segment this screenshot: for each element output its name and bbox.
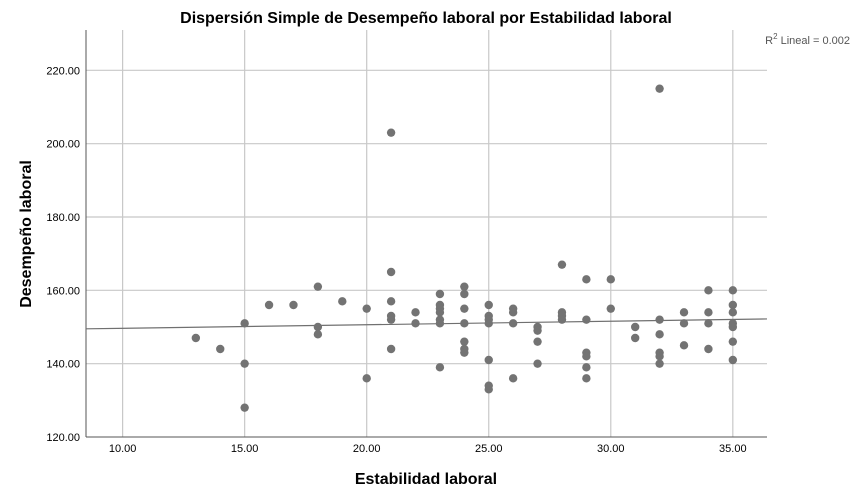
x-tick-label: 10.00 (109, 443, 137, 455)
y-tick-label: 180.00 (46, 212, 80, 224)
data-point (582, 374, 591, 383)
linear-fit-line (85, 318, 768, 330)
data-point (704, 344, 713, 354)
data-point (338, 297, 347, 306)
data-point (240, 403, 249, 412)
data-point (460, 282, 469, 291)
r2-value: Lineal = 0.002 (778, 35, 850, 47)
y-axis-title: Desempeño laboral (18, 160, 35, 308)
x-axis-title: Estabilidad laboral (355, 471, 497, 488)
data-point (411, 308, 420, 317)
data-point (655, 352, 664, 361)
x-tick-label: 15.00 (231, 443, 259, 455)
y-tick-label: 200.00 (46, 139, 80, 151)
data-point (728, 286, 738, 295)
data-point (655, 315, 664, 324)
data-point (728, 337, 738, 346)
data-point (386, 128, 396, 137)
data-point (582, 363, 591, 372)
r2-symbol: R (765, 35, 773, 47)
x-tick-label: 35.00 (719, 443, 747, 455)
data-point (289, 300, 298, 310)
data-point (240, 359, 249, 368)
data-point (704, 319, 713, 328)
r2-fit-label: R2 Lineal = 0.002 (765, 32, 850, 47)
data-point (728, 300, 738, 310)
data-point (508, 374, 518, 383)
data-point (557, 315, 567, 324)
data-point (582, 315, 591, 324)
data-point (582, 275, 591, 284)
data-point (460, 337, 469, 346)
data-point (582, 352, 591, 361)
data-point (484, 319, 493, 328)
data-point (606, 275, 615, 284)
data-point (313, 322, 323, 332)
data-point (435, 289, 445, 299)
data-point (460, 289, 469, 299)
data-point (679, 308, 689, 317)
data-point (386, 315, 396, 324)
data-point (606, 304, 615, 313)
x-tick-label: 25.00 (475, 443, 503, 455)
data-point (411, 319, 420, 328)
data-point (216, 344, 225, 354)
data-point (533, 359, 542, 368)
data-point (484, 300, 493, 310)
data-point (655, 330, 664, 339)
x-tick-labels: 10.00 15.00 20.00 25.00 30.00 35.00 (109, 443, 747, 455)
data-point (386, 297, 396, 306)
data-point (630, 333, 640, 343)
data-point (728, 355, 738, 365)
data-point (460, 304, 469, 313)
fit-line-group (85, 318, 768, 330)
data-point (704, 286, 713, 295)
data-point (655, 84, 664, 93)
y-tick-label: 160.00 (46, 285, 80, 297)
data-point (435, 319, 445, 328)
data-point (191, 333, 201, 343)
data-point (264, 300, 274, 310)
data-point (435, 308, 445, 317)
data-point (313, 282, 323, 291)
data-point (533, 326, 542, 335)
chart-title: Dispersión Simple de Desempeño laboral p… (180, 10, 672, 27)
data-point (630, 322, 640, 332)
grid-lines (86, 30, 767, 437)
y-tick-label: 220.00 (46, 65, 80, 77)
data-point (557, 260, 567, 269)
data-point (704, 308, 713, 317)
data-point (386, 344, 396, 354)
r2-superscript: 2 (773, 32, 778, 41)
y-tick-label: 120.00 (46, 432, 80, 444)
data-point (386, 267, 396, 277)
data-point (484, 385, 493, 394)
data-point (240, 319, 249, 328)
data-point (728, 308, 738, 317)
y-tick-label: 140.00 (46, 359, 80, 371)
data-point (362, 374, 371, 383)
data-point (508, 308, 518, 317)
data-points (191, 84, 738, 412)
data-point (435, 363, 445, 372)
data-point (460, 319, 469, 328)
x-tick-label: 20.00 (353, 443, 381, 455)
x-tick-label: 30.00 (597, 443, 625, 455)
data-point (484, 355, 493, 365)
axes (85, 30, 767, 438)
data-point (313, 330, 323, 339)
y-tick-labels: 120.00 140.00 160.00 180.00 200.00 220.00 (46, 65, 80, 444)
data-point (460, 348, 469, 357)
data-point (679, 341, 689, 350)
data-point (508, 319, 518, 328)
data-point (728, 322, 738, 332)
data-point (655, 359, 664, 368)
data-point (533, 337, 542, 346)
data-point (362, 304, 371, 313)
data-point (679, 319, 689, 328)
